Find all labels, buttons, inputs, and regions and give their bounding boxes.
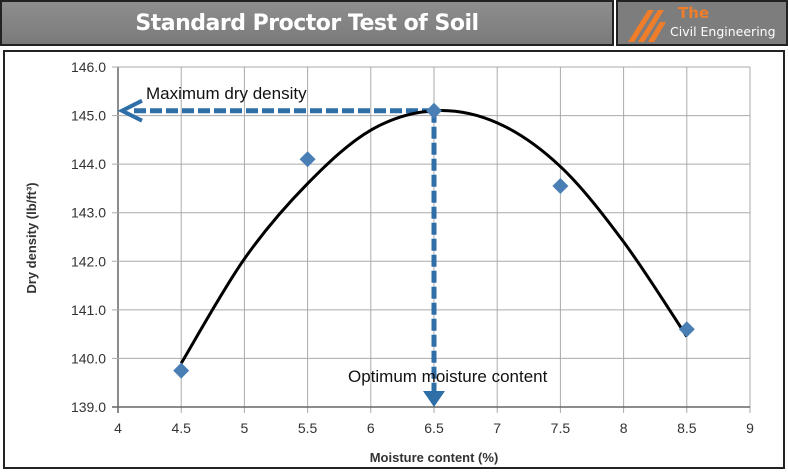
x-tick-label: 4 [114,420,122,436]
data-point [299,151,316,168]
y-tick-label: 144.0 [71,156,106,172]
omc-label: Optimum moisture content [348,367,548,386]
arrow-left-icon [117,98,143,123]
logo-text-the: The [678,4,710,22]
x-tick-label: 7.5 [551,420,571,436]
data-point [678,321,695,338]
y-tick-label: 146.0 [71,59,106,75]
title-banner: Standard Proctor Test of Soil [0,0,614,46]
chart-frame [3,50,785,469]
y-tick-label: 141.0 [71,302,106,318]
logo: The Civil Engineering [616,0,788,46]
arrow-down-icon [423,391,445,407]
logo-text-name: Civil Engineering [670,24,776,39]
logo-stripes-icon [628,10,666,42]
data-point [552,178,569,194]
x-tick-label: 4.5 [171,420,191,436]
data-point [173,362,190,379]
x-tick-label: 6.5 [424,420,444,436]
x-tick-label: 5 [241,420,249,436]
y-tick-label: 143.0 [71,205,106,221]
y-tick-label: 145.0 [71,108,106,124]
x-tick-label: 9 [746,420,754,436]
x-tick-label: 5.5 [298,420,318,436]
data-point [426,102,442,119]
page-title: Standard Proctor Test of Soil [135,10,479,36]
x-tick-label: 6 [367,420,375,436]
x-axis-label: Moisture content (%) [370,450,499,465]
max-dry-density-label: Maximum dry density [146,84,307,103]
x-tick-label: 8.5 [677,420,697,436]
y-tick-label: 139.0 [71,399,106,415]
y-axis-label: Dry density (lb/ft³) [24,182,39,293]
x-tick-label: 7 [493,420,501,436]
y-tick-label: 142.0 [71,253,106,269]
y-tick-label: 140.0 [71,350,106,366]
x-tick-label: 8 [620,420,628,436]
